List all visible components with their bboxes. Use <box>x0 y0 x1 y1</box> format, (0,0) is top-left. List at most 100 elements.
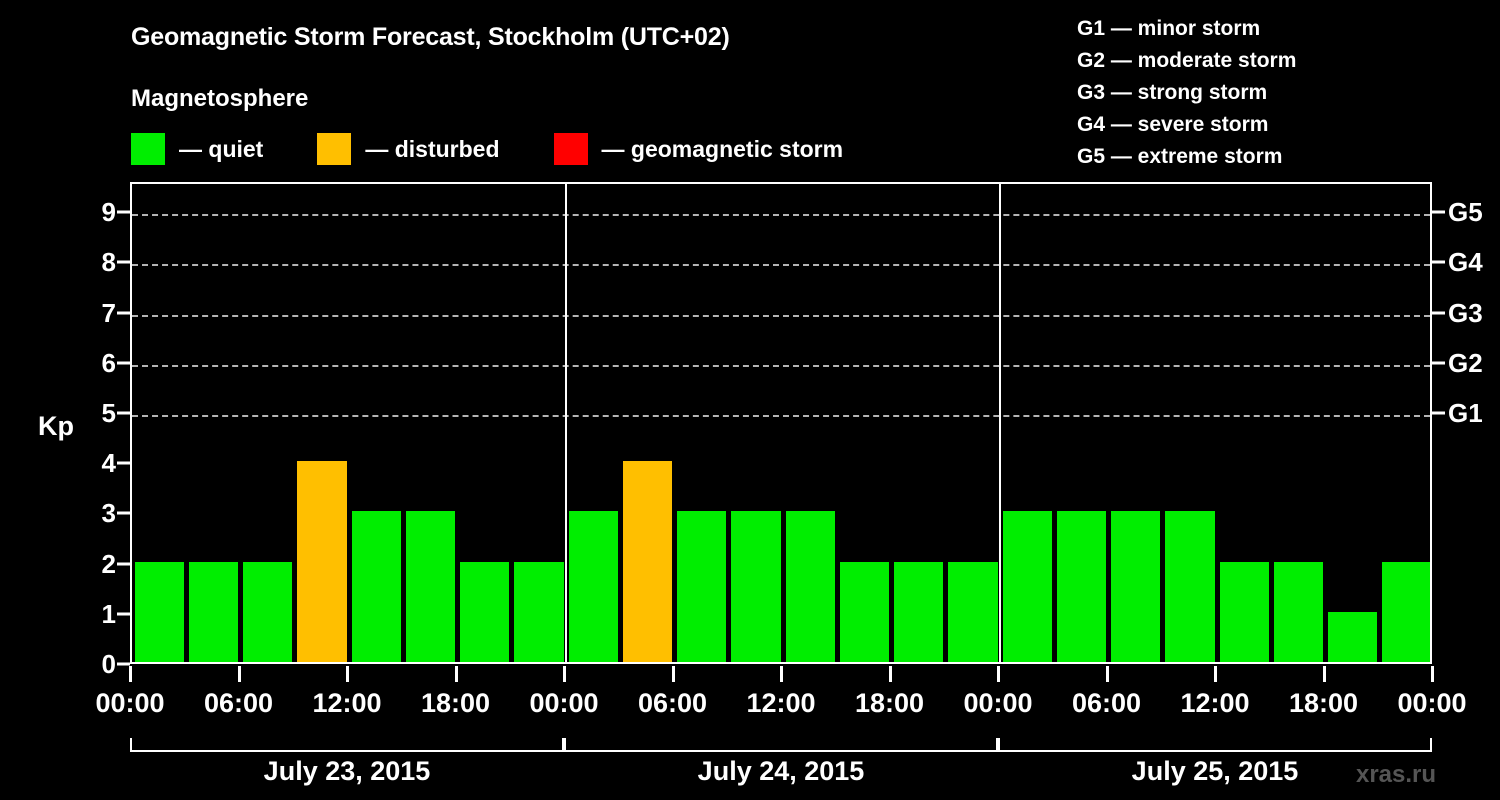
x-tick-mark-11 <box>1322 666 1326 682</box>
bar[interactable] <box>1273 561 1323 662</box>
x-tick-label-8: 00:00 <box>963 688 1033 718</box>
bar[interactable] <box>1219 561 1269 662</box>
bar[interactable] <box>785 511 835 662</box>
magnetosphere-legend: — quiet — disturbed — geomagnetic storm <box>131 133 843 165</box>
x-tick-label-12: 00:00 <box>1397 688 1467 718</box>
bar[interactable] <box>894 561 944 662</box>
y-tick-label-4: 4 <box>101 448 116 479</box>
x-tick-mark-10 <box>1214 666 1217 682</box>
bar[interactable] <box>134 561 184 662</box>
gscale-row-g3: G3 — strong storm <box>1077 81 1268 104</box>
watermark: xras.ru <box>1355 761 1437 788</box>
g-tick-label-G1: G1 <box>1448 397 1483 428</box>
gridline-kp-7 <box>132 314 1430 317</box>
y-tick-mark-4 <box>117 461 130 465</box>
gscale-legend: G1 — minor storm G2 — moderate storm G3 … <box>1077 13 1296 173</box>
bar[interactable] <box>514 561 564 662</box>
bar[interactable] <box>243 561 293 662</box>
y-tick-label-9: 9 <box>101 197 116 228</box>
plot-inner <box>132 184 1430 662</box>
legend-swatch-quiet-icon <box>131 133 165 165</box>
legend-label-quiet: — quiet <box>179 135 264 162</box>
y-tick-mark-7 <box>117 311 130 315</box>
date-label-2: July 24, 2015 <box>697 756 865 786</box>
date-bracket-2 <box>564 738 998 752</box>
y-tick-mark-8 <box>117 260 130 264</box>
x-tick-label-5: 06:00 <box>637 688 708 718</box>
legend-item-disturbed: — disturbed <box>317 133 500 165</box>
bar[interactable] <box>188 561 238 662</box>
bar[interactable] <box>1002 511 1052 662</box>
bar[interactable] <box>839 561 889 662</box>
gscale-row-g1: G1 — minor storm <box>1077 17 1261 40</box>
legend-swatch-storm-icon <box>553 133 588 165</box>
y-tick-label-8: 8 <box>101 247 116 278</box>
gridline-kp-9 <box>132 214 1430 217</box>
bar[interactable] <box>568 511 618 662</box>
x-tick-label-7: 18:00 <box>854 688 925 718</box>
gscale-row-g4: G4 — severe storm <box>1077 113 1269 136</box>
x-tick-mark-1 <box>237 666 241 682</box>
g-tick-mark-G1 <box>1432 411 1445 415</box>
x-tick-label-2: 12:00 <box>312 688 382 718</box>
g-tick-label-G3: G3 <box>1448 297 1483 328</box>
x-tick-mark-5 <box>671 666 675 682</box>
bar[interactable] <box>948 561 998 662</box>
x-tick-mark-2 <box>346 666 349 682</box>
gscale-row-g2: G2 — moderate storm <box>1077 49 1297 72</box>
date-bracket-3 <box>998 738 1432 752</box>
bar[interactable] <box>1165 511 1215 662</box>
date-bracket-1 <box>130 738 564 752</box>
bar[interactable] <box>405 511 455 662</box>
bar[interactable] <box>1328 611 1378 662</box>
y-tick-label-2: 2 <box>101 548 116 579</box>
x-tick-mark-3 <box>454 666 458 682</box>
y-tick-label-6: 6 <box>101 347 116 378</box>
bar[interactable] <box>351 511 401 662</box>
x-tick-mark-9 <box>1105 666 1109 682</box>
plot-area <box>130 182 1432 664</box>
bar[interactable] <box>297 461 347 662</box>
page-title: Geomagnetic Storm Forecast, Stockholm (U… <box>131 23 730 51</box>
x-tick-label-9: 06:00 <box>1071 688 1142 718</box>
y-tick-mark-2 <box>117 562 130 566</box>
y-tick-mark-3 <box>117 511 130 515</box>
bar[interactable] <box>1111 511 1161 662</box>
x-tick-mark-8 <box>997 666 1000 682</box>
y-tick-mark-9 <box>117 210 130 214</box>
g-tick-mark-G2 <box>1432 361 1445 365</box>
g-tick-label-G2: G2 <box>1448 347 1483 378</box>
x-tick-mark-0 <box>129 666 132 682</box>
y-tick-mark-1 <box>117 612 130 616</box>
x-tick-mark-4 <box>563 666 566 682</box>
gscale-row-g5: G5 — extreme storm <box>1077 145 1283 168</box>
gridline-kp-8 <box>132 264 1430 267</box>
x-tick-label-1: 06:00 <box>203 688 274 718</box>
day-divider-1 <box>565 184 567 662</box>
x-tick-label-0: 00:00 <box>95 688 165 718</box>
y-tick-mark-0 <box>117 662 130 666</box>
bar[interactable] <box>1382 561 1430 662</box>
g-tick-mark-G4 <box>1432 260 1445 264</box>
x-tick-label-3: 18:00 <box>420 688 491 718</box>
x-tick-label-6: 12:00 <box>746 688 816 718</box>
x-tick-label-11: 18:00 <box>1288 688 1359 718</box>
y-axis-title: Kp <box>38 411 74 441</box>
bar[interactable] <box>1056 511 1106 662</box>
x-tick-mark-12 <box>1431 666 1434 682</box>
bar[interactable] <box>731 511 781 662</box>
g-tick-mark-G3 <box>1432 311 1445 315</box>
y-tick-label-0: 0 <box>101 649 116 679</box>
y-tick-mark-6 <box>117 361 130 365</box>
date-label-1: July 23, 2015 <box>263 756 431 786</box>
legend-label-storm: — geomagnetic storm <box>601 135 844 162</box>
bar[interactable] <box>460 561 510 662</box>
legend-item-storm: — geomagnetic storm <box>553 133 844 165</box>
g-tick-label-G5: G5 <box>1448 197 1483 228</box>
day-divider-2 <box>999 184 1001 662</box>
g-tick-mark-G5 <box>1432 210 1445 214</box>
bar[interactable] <box>677 511 727 662</box>
x-tick-mark-6 <box>780 666 783 682</box>
bar[interactable] <box>622 461 672 662</box>
